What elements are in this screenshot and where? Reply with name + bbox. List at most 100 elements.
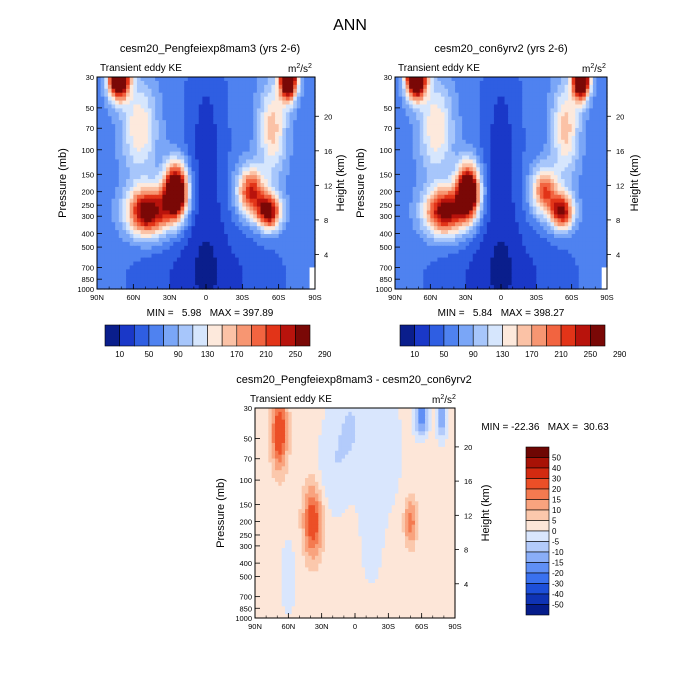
contour-cell — [187, 155, 193, 161]
contour-cell — [238, 120, 243, 125]
contour-cell — [100, 88, 105, 94]
contour-cell — [282, 143, 287, 149]
contour-cell — [213, 202, 218, 208]
contour-cell — [469, 108, 474, 113]
contour-cell — [585, 100, 590, 106]
contour-cell — [97, 167, 102, 172]
contour-cell — [271, 84, 276, 90]
contour-cell — [433, 155, 438, 161]
contour-cell — [191, 210, 196, 216]
contour-cell — [462, 128, 467, 133]
contour-cell — [126, 245, 131, 251]
contour-cell — [151, 285, 156, 290]
contour-cell — [568, 116, 573, 121]
contour-cell — [405, 171, 410, 176]
contour-cell — [202, 237, 207, 243]
contour-cell — [144, 120, 149, 125]
contour-cell — [169, 112, 174, 117]
contour-cell — [497, 92, 502, 98]
contour-cell — [198, 92, 203, 98]
contour-cell — [289, 245, 294, 251]
contour-cell — [546, 84, 552, 90]
colorbar-label: 210 — [259, 350, 273, 359]
contour-cell — [522, 135, 527, 141]
contour-cell — [448, 159, 453, 164]
contour-cell — [433, 147, 438, 153]
contour-cell — [561, 80, 566, 86]
contour-cell — [220, 249, 225, 255]
contour-cell — [111, 159, 116, 164]
contour-cell — [444, 171, 449, 176]
contour-cell — [578, 104, 583, 110]
y-tick-label: 100 — [81, 146, 94, 155]
contour-cell — [536, 175, 541, 180]
contour-cell — [398, 128, 403, 133]
contour-cell — [278, 77, 283, 82]
contour-cell — [198, 269, 203, 274]
contour-cell — [187, 163, 193, 168]
contour-cell — [275, 273, 280, 278]
contour-cell — [557, 147, 562, 153]
contour-cell — [282, 257, 287, 263]
contour-cell — [462, 139, 467, 145]
contour-cell — [209, 88, 214, 94]
contour-cell — [543, 88, 548, 94]
contour-cell — [144, 202, 149, 208]
contour-cell — [289, 120, 294, 125]
contour-cell — [550, 131, 555, 137]
contour-cell — [187, 218, 193, 223]
contour-cell — [151, 265, 156, 270]
contour-cell — [176, 96, 182, 102]
contour-cell — [546, 100, 552, 106]
contour-cell — [412, 116, 417, 121]
contour-cell — [169, 214, 174, 219]
contour-cell — [592, 167, 597, 172]
contour-cell — [115, 265, 120, 270]
contour-cell — [133, 269, 138, 274]
contour-cell — [440, 128, 446, 133]
contour-cell — [115, 285, 120, 290]
contour-cell — [264, 175, 269, 180]
contour-cell — [278, 128, 283, 133]
contour-cell — [437, 143, 442, 149]
contour-cell — [104, 277, 109, 282]
contour-cell — [554, 108, 559, 113]
contour-cell — [271, 92, 276, 98]
contour-cell — [300, 128, 305, 133]
contour-cell — [596, 175, 601, 180]
contour-cell — [300, 96, 305, 102]
contour-cell — [426, 167, 431, 172]
contour-cell — [430, 167, 435, 172]
contour-cell — [511, 167, 516, 172]
contour-cell — [582, 135, 587, 141]
contour-cell — [151, 237, 156, 243]
contour-cell — [115, 124, 120, 129]
contour-cell — [504, 167, 509, 172]
contour-cell — [162, 210, 167, 216]
contour-cell — [304, 128, 309, 133]
contour-cell — [278, 155, 283, 161]
contour-cell — [104, 190, 109, 196]
contour-cell — [296, 116, 302, 121]
contour-cell — [260, 128, 265, 133]
contour-cell — [561, 159, 566, 164]
contour-cell — [235, 163, 240, 168]
contour-cell — [144, 198, 149, 204]
contour-cell — [245, 245, 251, 251]
contour-cell — [285, 112, 291, 117]
contour-cell — [97, 84, 102, 90]
contour-cell — [155, 202, 160, 208]
contour-cell — [184, 206, 189, 212]
contour-cell — [561, 120, 566, 125]
contour-cell — [486, 167, 491, 172]
contour-cell — [136, 285, 142, 290]
contour-cell — [501, 128, 506, 133]
contour-cell — [216, 218, 222, 223]
contour-cell — [180, 143, 185, 149]
contour-cell — [296, 163, 302, 168]
contour-cell — [293, 261, 298, 267]
contour-cell — [599, 128, 605, 133]
contour-cell — [122, 183, 127, 188]
contour-cell — [433, 84, 438, 90]
contour-cell — [285, 269, 291, 274]
